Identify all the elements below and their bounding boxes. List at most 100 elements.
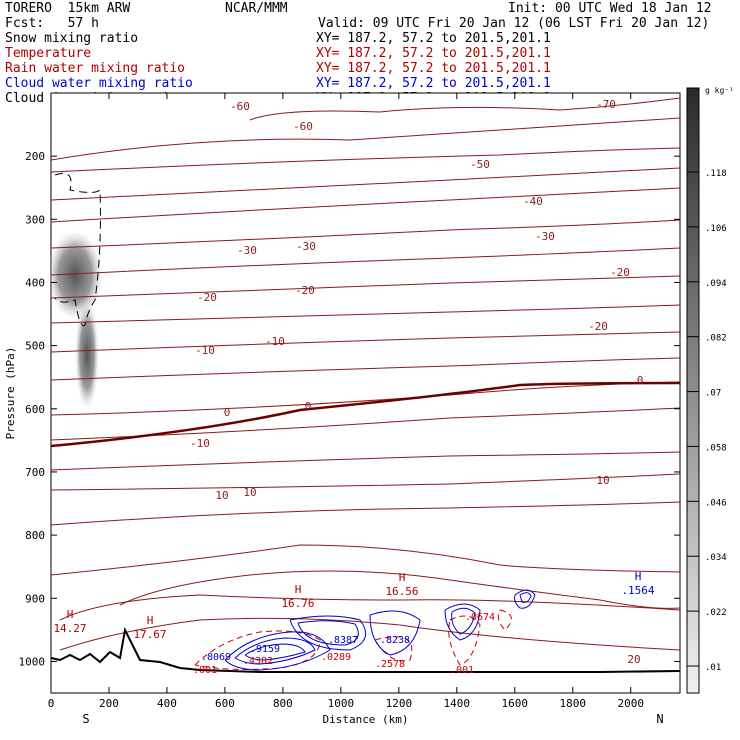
isotherm-label: 0 [637,374,644,387]
isotherm-label: 0 [305,400,312,413]
cloud-water-contours [224,589,536,671]
contour-value-label: .0289 [321,652,351,663]
endpoint-right: N [656,712,663,726]
isotherm-label: -20 [197,291,217,304]
y-tick-label: 400 [25,276,45,289]
isotherm-label: -20 [610,266,630,279]
contour-value-label: .8238 [380,635,410,646]
isotherm-label: -40 [523,195,543,208]
field-xy: XY= 187.2, 57.2 to 201.5,201.1 [316,61,551,76]
isotherm-label: -10 [265,335,285,348]
field-name: Cloud water mixing ratio [5,76,193,91]
forecast-hour: Fcst: 57 h [5,16,99,31]
contour-value-label: .8387 [328,635,358,646]
colorbar-tick-label: .07 [705,389,721,399]
contour-value-label: .2578 [375,659,405,670]
isotherm-label: -70 [596,98,616,111]
isotherm-label: 10 [215,489,228,502]
isotherm-label: -30 [237,244,257,257]
x-tick-label: 2000 [617,697,644,710]
isotherm-label: 0 [224,406,231,419]
init-time: Init: 00 UTC Wed 18 Jan 12 [508,1,712,16]
y-axis-label: Pressure (hPa) [4,347,17,440]
contour-value-label: .001 [193,665,217,676]
colorbar-tick-label: .01 [705,663,721,673]
max-marker: H [295,583,302,596]
isotherm-label: -30 [535,230,555,243]
y-tick-label: 200 [25,150,45,163]
freezing-level-contour [51,381,680,448]
center-title: NCAR/MMM [225,1,288,16]
x-tick-label: 1000 [328,697,355,710]
isotherm-label: 10 [243,486,256,499]
isotherm-label: -50 [470,158,490,171]
y-tick-label: 500 [25,340,45,353]
y-tick-label: 800 [25,529,45,542]
max-value: 14.27 [53,622,86,635]
isotherm-label: -60 [293,120,313,133]
colorbar-tick-label: .094 [705,279,727,289]
field-xy: XY= 187.2, 57.2 to 201.5,201.1 [316,31,551,46]
temperature-contours [51,97,680,651]
max-value: 16.76 [281,597,314,610]
x-tick-label: 1800 [560,697,587,710]
field-name: Rain water mixing ratio [5,61,186,76]
colorbar-tick-label: .058 [705,443,727,453]
isotherm-label: 10 [596,474,609,487]
field-xy: XY= 187.2, 57.2 to 201.5,201.1 [316,76,551,91]
isotherm-label: -60 [230,100,250,113]
x-tick-label: 800 [273,697,293,710]
colorbar-tick-label: .106 [705,224,727,234]
x-tick-label: 400 [157,697,177,710]
max-marker: H [635,570,642,583]
contour-value-label: .8069 [201,652,231,663]
endpoint-left: S [82,712,89,726]
colorbar-tick-label: .046 [705,498,727,508]
isotherm-label: -10 [190,437,210,450]
plot-area [50,92,681,694]
y-tick-label: 600 [25,403,45,416]
snow-shading-core [75,300,99,410]
x-axis-label: Distance (km) [322,713,408,726]
colorbar [686,87,700,694]
max-value: .1564 [621,584,654,597]
max-marker: H [399,571,406,584]
model-title: TORERO 15km ARW [5,1,131,16]
y-tick-label: 700 [25,466,45,479]
colorbar-tick-label: .082 [705,334,727,344]
isotherm-label: -30 [296,240,316,253]
colorbar-tick-label: .022 [705,608,727,618]
cloud-ice-contour [54,172,101,327]
max-value: 17.67 [133,628,166,641]
y-tick-label: 1000 [19,655,46,668]
field-name: Temperature [5,46,92,61]
x-tick-label: 1200 [386,697,413,710]
contour-value-label: .9159 [250,644,280,655]
isotherm-label: 20 [627,653,640,666]
max-marker: H [147,614,154,627]
field-name: Snow mixing ratio [5,31,139,46]
valid-time: Valid: 09 UTC Fri 20 Jan 12 (06 LST Fri … [318,16,710,31]
x-tick-label: 1600 [502,697,529,710]
contour-value-label: .001 [450,665,474,676]
isotherm-label: -20 [588,320,608,333]
colorbar-tick-label: .118 [705,169,727,179]
contour-value-label: .4382 [243,656,273,667]
y-tick-label: 900 [25,592,45,605]
rain-water-contours [194,609,512,670]
isotherm-label: -20 [295,284,315,297]
field-xy: XY= 187.2, 57.2 to 201.5,201.1 [316,46,551,61]
colorbar-tick-label: .034 [705,553,727,563]
x-tick-label: 1400 [444,697,471,710]
isotherm-label: -10 [195,344,215,357]
y-tick-label: 300 [25,213,45,226]
max-marker: H [67,608,74,621]
x-tick-label: 0 [48,697,55,710]
x-tick-label: 600 [215,697,235,710]
x-tick-label: 200 [99,697,119,710]
contour-value-label: .0674 [465,612,495,623]
terrain-line [51,626,680,673]
colorbar-unit: g kg⁻¹ [705,86,734,95]
max-value: 16.56 [385,585,418,598]
